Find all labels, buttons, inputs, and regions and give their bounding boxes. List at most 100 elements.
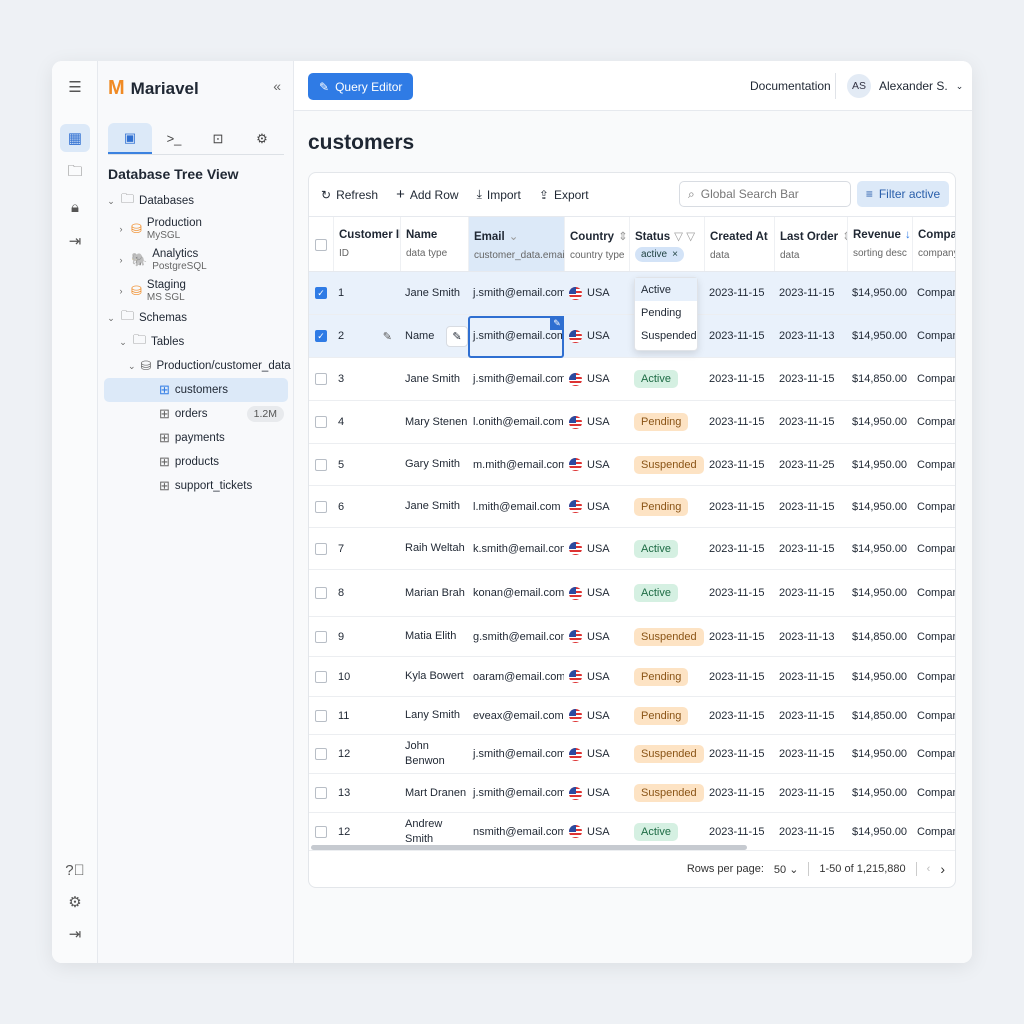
- table-row[interactable]: 8 Marian Brah konan@email.com USA Active 2023…: [309, 570, 955, 617]
- sort-icon[interactable]: ⇕: [618, 231, 628, 243]
- lock-icon[interactable]: 🔒︎: [71, 198, 79, 216]
- row-checkbox[interactable]: [315, 748, 327, 760]
- database-icon[interactable]: ▣: [108, 123, 152, 154]
- tree-database[interactable]: › 🐘 Analytics PostgreSQL: [104, 244, 288, 275]
- menu-item-pending[interactable]: Pending: [641, 306, 682, 319]
- tree-node[interactable]: ⌄ 🗀 Tables: [104, 330, 288, 354]
- table-row[interactable]: 12 John Benwon j.smith@email.com USA Suspend…: [309, 735, 955, 774]
- status-badge[interactable]: Pending: [634, 497, 689, 516]
- select-all-checkbox[interactable]: [315, 239, 327, 251]
- column-header-country[interactable]: Country ⇕ country type: [564, 217, 629, 271]
- tree-node[interactable]: ⌄ 🗀 Databases: [104, 189, 288, 213]
- sort-icon[interactable]: ⇕: [772, 231, 774, 243]
- status-badge[interactable]: Active: [634, 539, 678, 558]
- tree-table-orders[interactable]: ⊞ orders 1.2M: [104, 402, 288, 426]
- column-header-created-at[interactable]: Created At ⇕ data: [704, 217, 774, 271]
- status-filter-chip[interactable]: active ×: [635, 247, 684, 262]
- tree-database[interactable]: › ⛁ Production MySGL: [104, 213, 288, 244]
- global-search-input[interactable]: ⌕ Global Search Bar: [679, 181, 851, 207]
- table-row[interactable]: 4 Mary Stenen l.onith@email.com USA Pending 2…: [309, 401, 955, 444]
- status-badge[interactable]: Active: [634, 822, 678, 841]
- table-row[interactable]: 13 Mart Dranen j.smith@email.com USA Suspend…: [309, 774, 955, 813]
- status-badge[interactable]: Active: [634, 584, 678, 602]
- row-checkbox[interactable]: [315, 416, 327, 428]
- import-button[interactable]: ⤓ Import: [477, 187, 521, 202]
- row-checkbox[interactable]: [315, 709, 327, 722]
- row-checkbox[interactable]: ✓: [315, 287, 327, 299]
- status-badge[interactable]: Active: [634, 370, 678, 388]
- row-checkbox[interactable]: [315, 630, 327, 643]
- gear-icon[interactable]: ⚙: [68, 894, 82, 911]
- chevron-down-icon[interactable]: ⌄: [508, 231, 519, 243]
- tree-node[interactable]: ⌄ 🗀 Schemas: [104, 306, 288, 330]
- table-row[interactable]: 11 Lany Smith eveax@email.com USA Pending 202…: [309, 697, 955, 735]
- refresh-button[interactable]: ↻ Refresh: [321, 188, 378, 202]
- query-editor-button[interactable]: ✎ Query Editor: [308, 73, 414, 100]
- status-badge[interactable]: Suspended: [634, 745, 704, 763]
- table-row[interactable]: 3 Jane Smith j.smith@email.com USA Active 202…: [309, 358, 955, 401]
- dashboard-icon[interactable]: ▦: [60, 124, 90, 152]
- filter-icon[interactable]: ▽ ▽: [674, 231, 696, 243]
- close-icon[interactable]: ×: [672, 249, 678, 260]
- prev-page-button[interactable]: ‹: [926, 863, 931, 875]
- table-row[interactable]: 12 Andrew Smith nsmith@email.com USA Active 2…: [309, 813, 955, 851]
- tree-table-products[interactable]: ⊞ products: [104, 450, 288, 474]
- export-button[interactable]: ⇪ Export: [539, 188, 589, 202]
- column-header-revenue[interactable]: Revenue ↓ sorting desc: [847, 217, 912, 271]
- documentation-link[interactable]: Documentation: [750, 79, 831, 93]
- menu-item-active[interactable]: Active: [635, 278, 697, 301]
- gear-icon[interactable]: ⚙: [256, 130, 268, 146]
- row-checkbox[interactable]: [315, 670, 327, 683]
- add-row-button[interactable]: + Add Row: [396, 186, 458, 203]
- table-row[interactable]: 10 Kyla Bowert oaram@email.com USA Pending 20…: [309, 657, 955, 697]
- row-checkbox[interactable]: [315, 825, 327, 838]
- status-badge[interactable]: Pending: [634, 667, 689, 686]
- column-header-status[interactable]: Status ▽ ▽ active ×: [629, 217, 704, 271]
- horizontal-scrollbar[interactable]: [311, 845, 747, 850]
- cell-name[interactable]: Name ✎: [400, 315, 468, 357]
- column-header-name[interactable]: Name data type: [400, 217, 468, 271]
- sort-icon[interactable]: ⇕: [842, 231, 847, 243]
- tree-table-support_tickets[interactable]: ⊞ support_tickets: [104, 474, 288, 498]
- terminal-icon[interactable]: >_: [166, 131, 182, 146]
- logout-icon[interactable]: ⇥: [68, 233, 82, 250]
- table-row[interactable]: 5 Gary Smith m.mith@email.com USA Suspended 2…: [309, 444, 955, 486]
- tree-database[interactable]: › ⛁ Staging MS SGL: [104, 275, 288, 306]
- row-checkbox[interactable]: [315, 787, 327, 799]
- status-badge[interactable]: Suspended: [634, 627, 704, 646]
- row-checkbox[interactable]: [315, 458, 327, 471]
- status-badge[interactable]: Suspended: [634, 455, 704, 474]
- rows-per-page-select[interactable]: 50 ⌄: [774, 863, 799, 876]
- column-header-customer-id[interactable]: Customer ID ID: [333, 217, 400, 271]
- tree-table-payments[interactable]: ⊞ payments: [104, 426, 288, 450]
- status-badge[interactable]: Pending: [634, 413, 689, 431]
- double-chevron-left-icon[interactable]: «: [273, 78, 281, 94]
- next-page-button[interactable]: ›: [940, 861, 945, 877]
- menu-icon[interactable]: ☰: [68, 79, 82, 96]
- tree-node[interactable]: ⌄ ⛁ Production/customer_data: [104, 354, 291, 378]
- status-badge[interactable]: Suspended: [634, 784, 704, 802]
- console-icon[interactable]: ⊡: [212, 130, 224, 146]
- help-icon[interactable]: ?⃝: [65, 861, 85, 879]
- table-row[interactable]: 9 Matia Elith g.smith@email.com USA Suspende…: [309, 617, 955, 657]
- table-row[interactable]: 6 Jane Smith l.mith@email.com USA Pending 202…: [309, 486, 955, 528]
- filter-active-button[interactable]: ≡ Filter active: [857, 181, 949, 207]
- tree-table-customers[interactable]: ⊞ customers: [104, 378, 288, 402]
- menu-item-suspended[interactable]: Suspended: [641, 329, 697, 342]
- folder-icon[interactable]: 🗀: [67, 162, 83, 180]
- row-checkbox[interactable]: ✓: [315, 330, 327, 342]
- row-checkbox[interactable]: [315, 542, 327, 555]
- column-header-last-order[interactable]: Last Order⇕data: [774, 217, 847, 271]
- user-menu[interactable]: AS Alexander S. ⌄: [847, 74, 963, 98]
- email-cell-editor[interactable]: ✎: [468, 316, 564, 358]
- status-badge[interactable]: Pending: [634, 706, 689, 725]
- table-row[interactable]: 7 Raih Weltah k.smith@email.com USA Active 20…: [309, 528, 955, 570]
- table-row[interactable]: ✓ 1 Jane Smith j.smith@email.com USA 2023-11-…: [309, 272, 955, 315]
- pencil-icon[interactable]: ✎: [382, 330, 392, 343]
- column-header-email[interactable]: Email ⌄ customer_data.email: [468, 217, 564, 271]
- row-checkbox[interactable]: [315, 373, 327, 385]
- edit-name-button[interactable]: ✎: [446, 325, 468, 347]
- row-checkbox[interactable]: [315, 500, 327, 513]
- row-checkbox[interactable]: [315, 587, 327, 599]
- column-header-company[interactable]: Company company: [912, 217, 955, 271]
